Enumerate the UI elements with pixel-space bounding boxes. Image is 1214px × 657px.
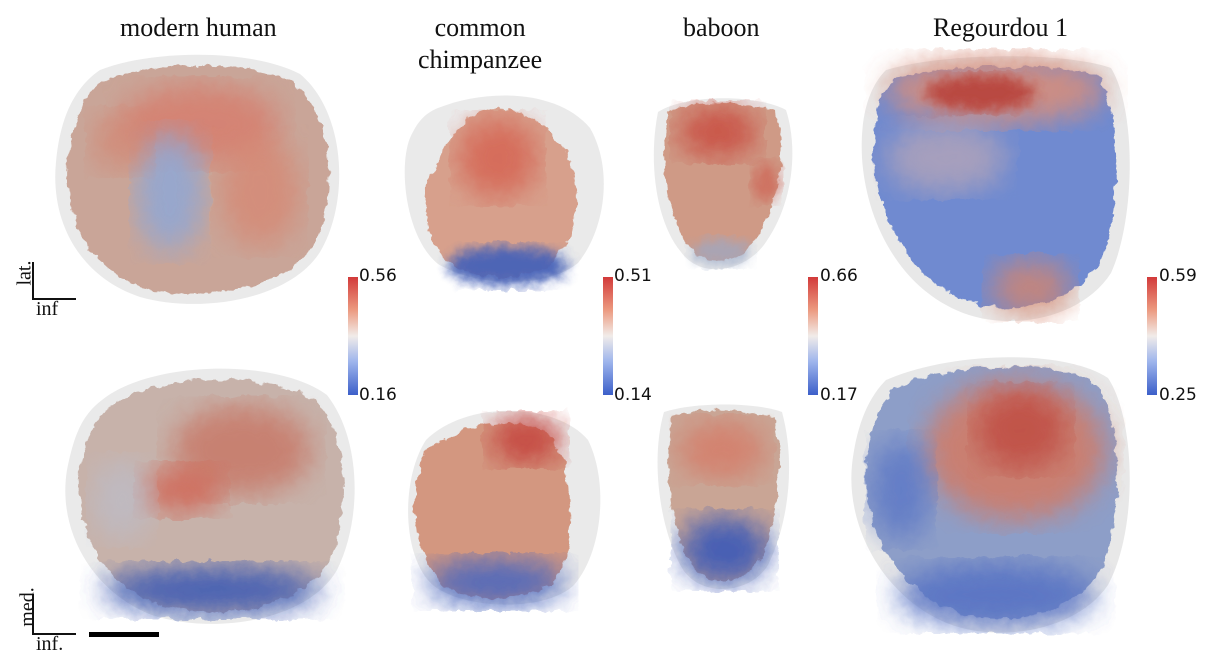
regourdou-1-lateral-view <box>856 48 1136 333</box>
colorbar-baboon-min: 0.17 <box>820 385 858 405</box>
orientation-bottom-horizontal-label: inf. <box>36 633 64 655</box>
orientation-top-horizontal-axis <box>32 298 76 300</box>
title-regourdou-1: Regourdou 1 <box>933 13 1069 42</box>
title-common-chimpanzee-line2: chimpanzee <box>418 45 543 74</box>
title-common-chimpanzee-line1: common <box>434 13 526 42</box>
colorbar-regourdou-1-min: 0.25 <box>1159 385 1197 405</box>
title-modern-human: modern human <box>120 13 277 42</box>
regourdou-1-medial-view <box>846 350 1136 645</box>
common-chimpanzee-medial-view <box>396 400 606 610</box>
modern-human-medial-view <box>62 360 362 625</box>
colorbar-baboon-max: 0.66 <box>820 266 858 286</box>
orientation-bottom-horizontal-axis <box>32 633 76 635</box>
baboon-medial-view <box>650 400 795 600</box>
title-common-chimpanzee: common chimpanzee <box>418 12 542 76</box>
orientation-bottom-vertical-axis <box>32 594 34 634</box>
scale-bar <box>89 632 159 637</box>
orientation-top-horizontal-label: inf <box>36 298 59 320</box>
baboon-lateral-view <box>646 92 796 282</box>
colorbar-regourdou-1 <box>1147 277 1157 395</box>
colorbar-modern-human-max: 0.56 <box>359 266 397 286</box>
common-chimpanzee-lateral-view <box>398 88 608 288</box>
modern-human-lateral-view <box>50 52 350 310</box>
colorbar-baboon <box>808 277 818 395</box>
title-baboon: baboon <box>683 13 760 42</box>
colorbar-regourdou-1-max: 0.59 <box>1159 266 1197 286</box>
orientation-bottom-vertical-label: med. <box>16 587 39 627</box>
colorbar-common-chimpanzee-min: 0.14 <box>614 385 652 405</box>
colorbar-common-chimpanzee <box>603 277 613 395</box>
colorbar-modern-human-min: 0.16 <box>359 385 397 405</box>
colorbar-modern-human <box>348 277 358 395</box>
colorbar-common-chimpanzee-max: 0.51 <box>614 266 652 286</box>
orientation-top-vertical-axis <box>32 262 34 299</box>
